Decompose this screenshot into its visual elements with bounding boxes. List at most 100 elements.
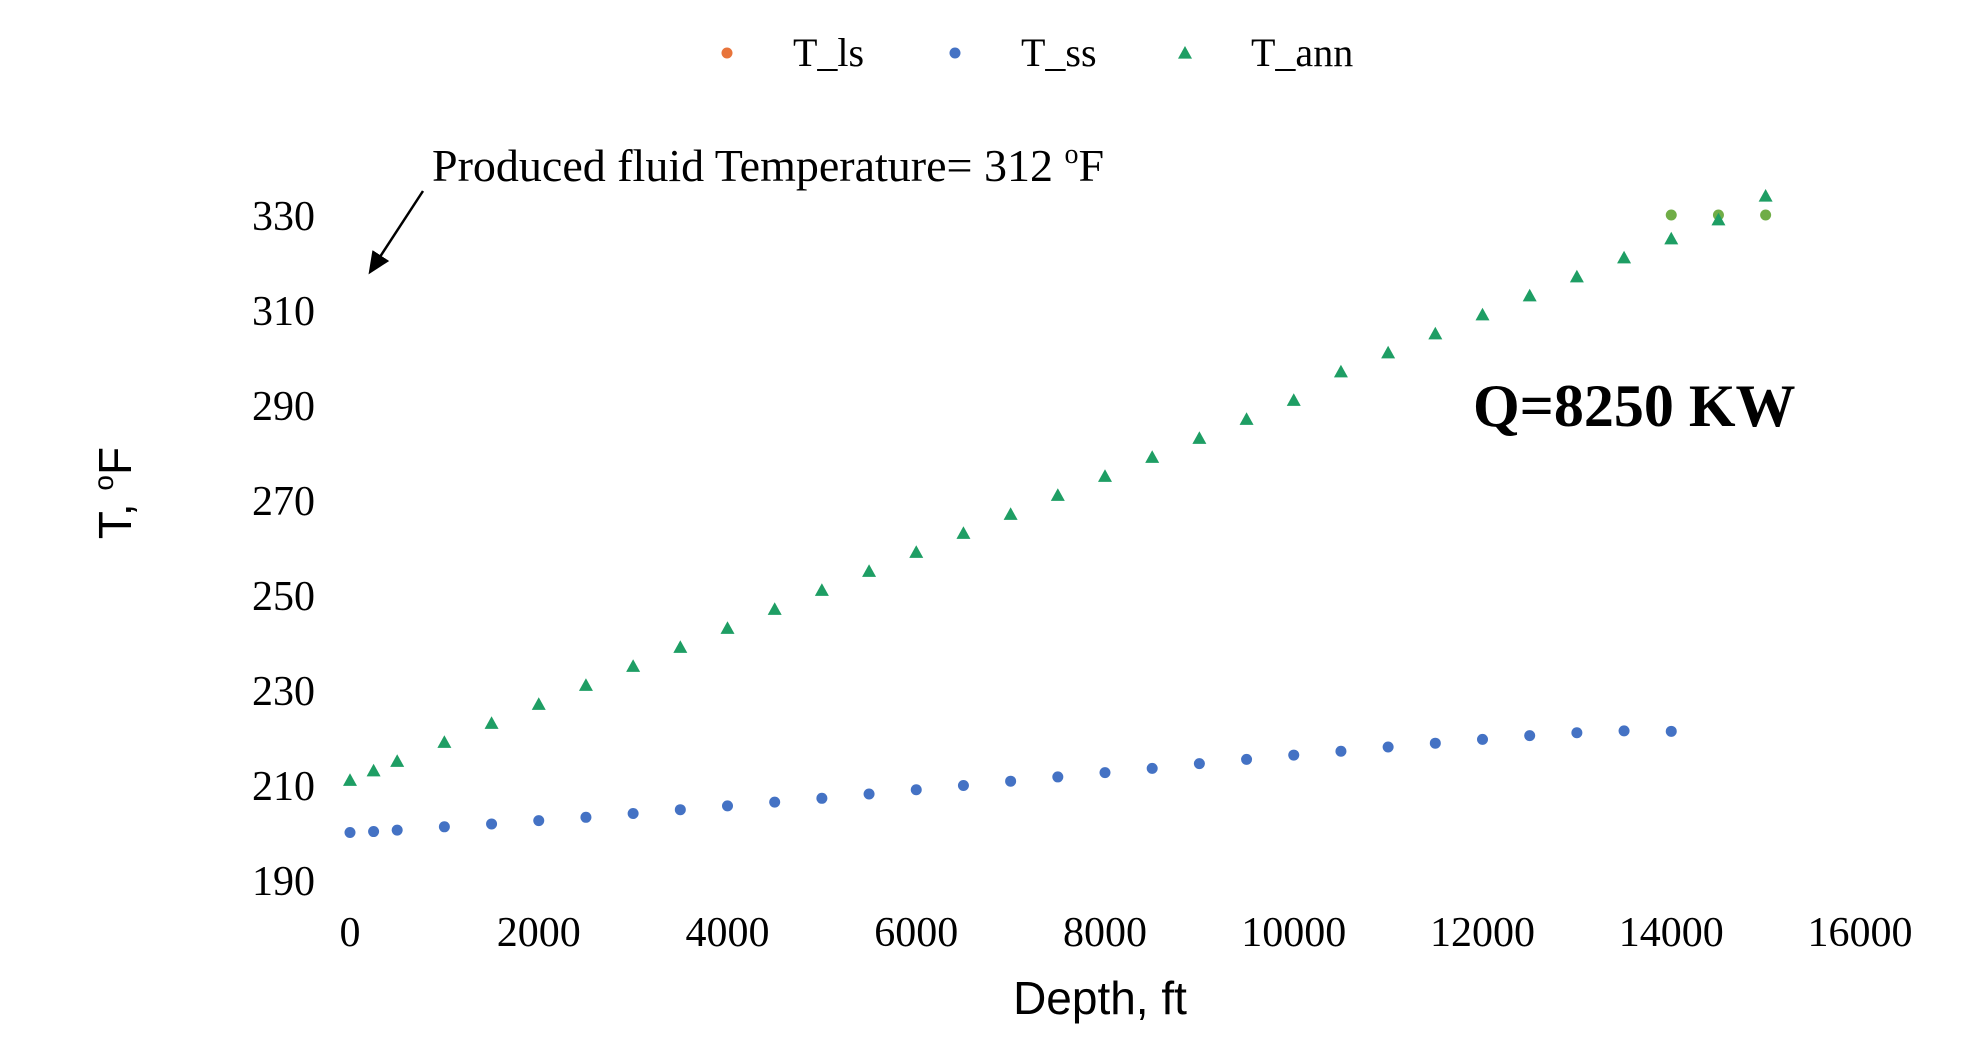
legend-label: T_ss	[1021, 30, 1097, 75]
data-point	[956, 526, 971, 539]
data-point	[1665, 725, 1677, 737]
y-tick-label: 190	[252, 859, 315, 905]
data-point	[484, 716, 499, 729]
data-point	[1288, 749, 1300, 761]
x-tick-labels: 0 2000 4000 6000 8000 10000 12000 14000 16000	[340, 910, 1913, 956]
x-tick-label: 6000	[874, 910, 958, 956]
data-point	[1477, 733, 1488, 745]
series-t-ann	[343, 189, 1773, 786]
data-point	[533, 815, 545, 827]
series-t-ss	[344, 725, 1677, 838]
annotation-arrow	[368, 190, 425, 275]
data-point	[1003, 507, 1018, 520]
data-point	[626, 659, 641, 672]
data-point	[1052, 771, 1064, 783]
y-tick-label: 250	[252, 574, 315, 620]
x-tick-label: 10000	[1241, 910, 1346, 956]
data-point	[486, 818, 498, 830]
data-point	[1193, 758, 1205, 770]
y-axis-title-text: T,	[89, 491, 141, 540]
data-point	[1286, 393, 1301, 406]
legend-marker	[949, 47, 961, 59]
data-point	[1664, 231, 1679, 245]
annotation-unit: F	[1078, 140, 1104, 191]
data-point	[344, 827, 356, 838]
data-point	[1522, 288, 1537, 302]
data-point	[814, 583, 829, 596]
data-point	[578, 678, 593, 691]
data-point	[1005, 775, 1017, 787]
data-point	[957, 779, 969, 791]
x-tick-label: 4000	[686, 910, 770, 956]
y-tick-labels: 190 210 230 250 270 290 310 330	[252, 194, 315, 905]
data-points	[343, 189, 1773, 838]
data-point	[1618, 725, 1630, 737]
legend-item: T_ann	[1178, 30, 1353, 75]
data-point	[863, 788, 875, 800]
data-point	[1524, 730, 1536, 742]
legend: T_ls T_ss T_ann	[721, 30, 1353, 75]
data-point	[1099, 767, 1111, 779]
y-tick-label: 270	[252, 479, 315, 525]
data-point	[720, 621, 735, 634]
data-point	[437, 735, 452, 748]
data-point	[769, 796, 781, 808]
data-point	[1617, 250, 1632, 264]
y-tick-label: 290	[252, 384, 315, 430]
data-point	[1381, 345, 1396, 359]
data-point	[627, 808, 639, 819]
data-point	[1098, 469, 1112, 482]
data-point	[391, 824, 403, 836]
data-point	[1050, 488, 1065, 501]
data-point	[1475, 307, 1490, 321]
data-point	[1758, 189, 1773, 202]
data-point	[1711, 212, 1726, 226]
y-axis-title-unit: F	[89, 447, 141, 475]
y-tick-label: 230	[252, 669, 315, 715]
data-point	[767, 602, 782, 615]
data-point	[910, 784, 922, 796]
legend-item: T_ls	[721, 30, 864, 75]
data-point	[1241, 753, 1253, 765]
data-point	[1428, 326, 1443, 340]
annotation-text: Produced fluid Temperature= 312 oF	[432, 139, 1104, 191]
annotation-label: Produced fluid Temperature= 312	[432, 140, 1064, 191]
annotation-superscript: o	[1064, 139, 1078, 170]
x-tick-label: 16000	[1808, 910, 1913, 956]
data-point	[1429, 737, 1441, 749]
x-tick-label: 8000	[1063, 910, 1147, 956]
data-point	[1239, 412, 1254, 425]
data-point	[673, 640, 688, 653]
data-point	[366, 763, 381, 777]
note-label: Q=8250 KW	[1473, 373, 1796, 439]
y-tick-label: 310	[252, 289, 315, 335]
data-point	[1333, 364, 1348, 378]
y-tick-label: 210	[252, 764, 315, 810]
data-point	[1382, 741, 1394, 753]
legend-marker	[721, 47, 733, 59]
data-point	[1335, 745, 1347, 757]
data-point	[1192, 431, 1207, 444]
x-tick-label: 2000	[497, 910, 581, 956]
data-point	[1760, 209, 1772, 221]
y-axis-title: T, oF	[88, 447, 141, 539]
data-point	[531, 697, 546, 710]
legend-label: T_ls	[793, 30, 864, 75]
data-point	[1146, 762, 1158, 774]
y-axis-title-superscript: o	[88, 475, 119, 491]
data-point	[438, 821, 450, 833]
data-point	[343, 773, 357, 786]
data-point	[722, 800, 733, 812]
x-tick-label: 14000	[1619, 910, 1724, 956]
y-tick-label: 330	[252, 194, 315, 240]
legend-item: T_ss	[949, 30, 1097, 75]
data-point	[674, 804, 686, 816]
data-point	[862, 564, 877, 577]
data-point	[1145, 450, 1160, 463]
data-point	[580, 811, 592, 823]
data-point	[368, 826, 380, 838]
data-point	[1665, 209, 1677, 221]
data-point	[1571, 727, 1583, 739]
x-tick-label: 12000	[1430, 910, 1535, 956]
